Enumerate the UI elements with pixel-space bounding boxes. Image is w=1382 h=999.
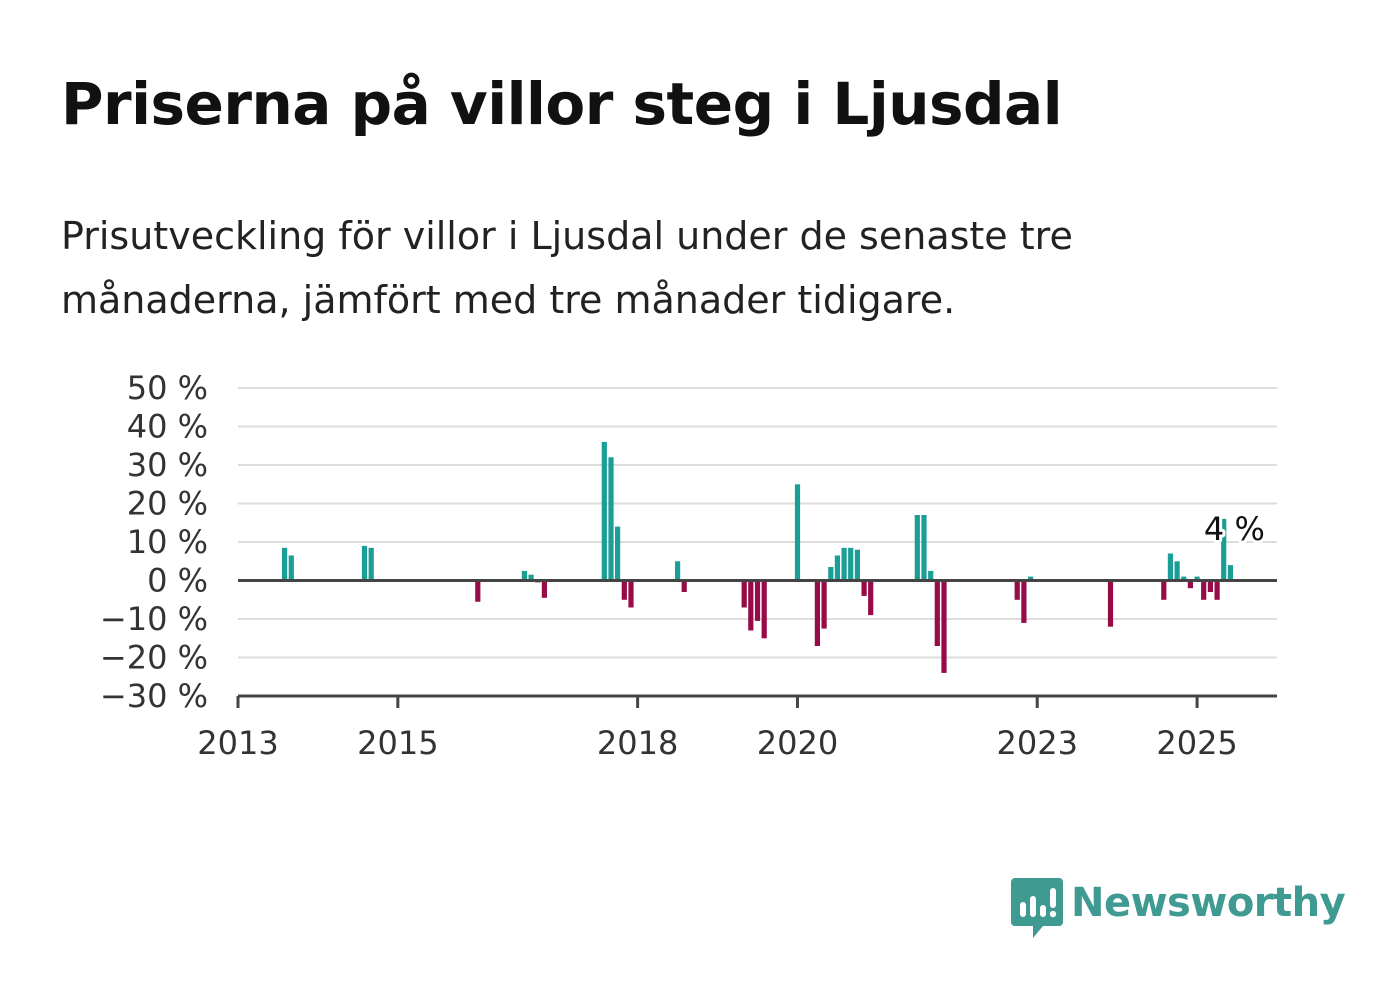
- bar-positive: [928, 570, 934, 581]
- bar-negative: [1207, 580, 1213, 592]
- bar-negative: [1014, 580, 1020, 600]
- bar-positive: [854, 549, 860, 581]
- bar-positive: [521, 570, 527, 581]
- bar-negative: [1187, 580, 1193, 589]
- bar-positive: [1194, 576, 1200, 581]
- gridlines: [238, 387, 1277, 659]
- bar-positive: [1181, 576, 1187, 581]
- bar-positive: [914, 515, 920, 581]
- bar-positive: [841, 547, 847, 581]
- bar-negative: [681, 580, 687, 592]
- bar-positive: [834, 555, 840, 581]
- bar-positive: [368, 547, 374, 581]
- bar-positive: [794, 484, 801, 581]
- bar-negative: [941, 580, 947, 673]
- y-tick-label: 50 %: [127, 369, 208, 407]
- y-tick-label: 40 %: [127, 408, 208, 446]
- bar-positive: [921, 515, 927, 581]
- bar-positive: [1174, 561, 1180, 581]
- y-tick-label: 30 %: [127, 446, 208, 484]
- bar-positive: [601, 441, 607, 581]
- x-tick-label: 2015: [357, 724, 438, 762]
- bar-positive: [528, 574, 534, 581]
- x-tick-label: 2013: [197, 724, 278, 762]
- bar-positive: [608, 457, 614, 581]
- bar-negative: [748, 580, 754, 631]
- bar-positive: [1028, 576, 1034, 581]
- bar-positive: [282, 547, 288, 581]
- labels: 50 %40 %30 %20 %10 %0 %−10 %−20 %−30 % 20…: [100, 369, 1268, 762]
- bar-negative: [628, 580, 634, 608]
- bar-positive: [361, 545, 368, 581]
- bar-negative: [861, 580, 867, 596]
- bar-negative: [934, 580, 940, 646]
- bar-negative: [1021, 580, 1027, 623]
- newsworthy-logo-text: Newsworthy: [1071, 880, 1346, 926]
- bar-negative: [1214, 580, 1220, 600]
- bar-negative: [1161, 580, 1167, 600]
- newsworthy-logo: Newsworthy: [1011, 878, 1346, 940]
- newsworthy-logo-icon: [1011, 878, 1063, 938]
- x-tick-label: 2020: [757, 724, 838, 762]
- bar-negative: [741, 580, 747, 608]
- bar-negative: [475, 580, 481, 602]
- bar-positive: [675, 561, 681, 581]
- y-tick-label: −10 %: [100, 600, 208, 638]
- chart-title: Priserna på villor steg i Ljusdal: [61, 70, 1063, 138]
- bars: [282, 441, 1233, 673]
- bar-positive: [288, 555, 294, 581]
- bar-negative: [1107, 580, 1114, 627]
- bar-positive: [615, 526, 621, 581]
- bar-negative: [754, 580, 761, 621]
- axes: [236, 579, 1277, 708]
- bar-positive: [828, 567, 834, 581]
- bar-negative: [1201, 580, 1207, 600]
- x-tick-label: 2023: [997, 724, 1078, 762]
- x-tick-label: 2025: [1156, 724, 1237, 762]
- bar-negative: [541, 580, 547, 598]
- bar-negative: [814, 580, 820, 646]
- bar-positive: [848, 547, 854, 581]
- bar-positive: [1221, 518, 1227, 581]
- x-tick-label: 2018: [597, 724, 678, 762]
- bar-negative: [868, 580, 874, 616]
- last-value-label: 4 %: [1204, 510, 1265, 548]
- chart-subtitle: Prisutveckling för villor i Ljusdal unde…: [61, 214, 1073, 322]
- bar-negative: [621, 580, 627, 600]
- bar-positive: [1227, 565, 1233, 581]
- y-tick-label: 20 %: [127, 485, 208, 523]
- bar-negative: [761, 580, 767, 639]
- y-tick-label: 10 %: [127, 523, 208, 561]
- y-tick-label: −20 %: [100, 639, 208, 677]
- bar-positive: [1167, 553, 1173, 581]
- y-tick-label: 0 %: [147, 562, 208, 600]
- y-tick-label: −30 %: [100, 677, 208, 715]
- bar-negative: [821, 580, 827, 629]
